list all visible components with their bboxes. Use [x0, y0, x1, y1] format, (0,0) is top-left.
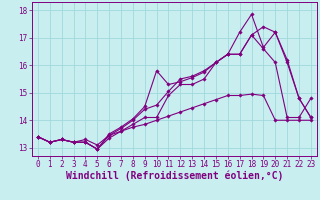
- X-axis label: Windchill (Refroidissement éolien,°C): Windchill (Refroidissement éolien,°C): [66, 171, 283, 181]
